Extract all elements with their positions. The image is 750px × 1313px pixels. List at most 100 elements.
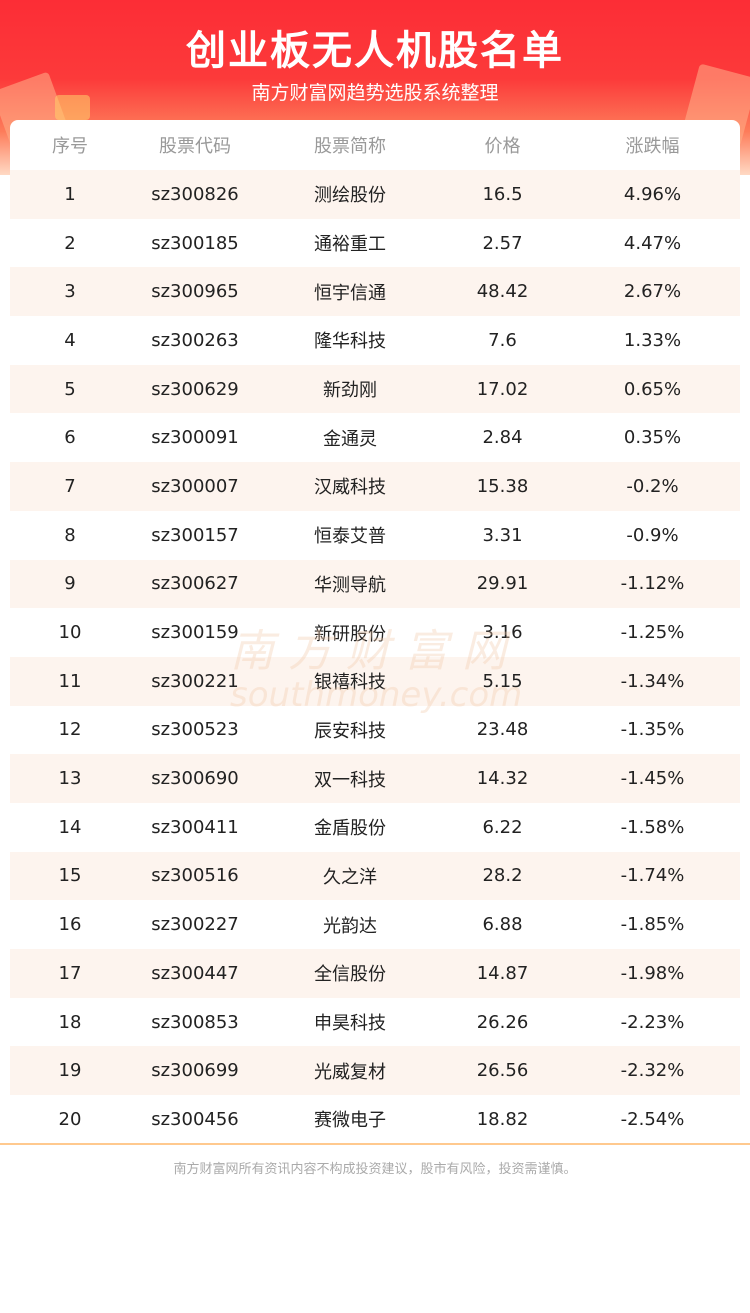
cell-index: 12 (58, 719, 82, 741)
cell-index: 18 (58, 1011, 82, 1033)
table-row: 10 sz300159 新研股份 3.16 -1.25% (10, 608, 740, 657)
cell-change: 0.35% (623, 427, 682, 449)
table-row: 9 sz300627 华测导航 29.91 -1.12% (10, 559, 740, 609)
cell-price: 16.5 (482, 183, 523, 205)
cell-change: -1.45% (620, 768, 685, 790)
cell-code: sz300699 (151, 1060, 239, 1082)
table-row: 19 sz300699 光威复材 26.56 -2.32% (10, 1046, 740, 1096)
cell-code: sz300227 (151, 914, 239, 936)
cell-name: 华测导航 (314, 574, 386, 596)
cell-price: 14.32 (476, 768, 529, 790)
cell-index: 17 (58, 962, 82, 984)
page-subtitle: 南方财富网趋势选股系统整理 (251, 82, 499, 104)
table-row: 15 sz300516 久之洋 28.2 -1.74% (10, 851, 740, 901)
cell-code: sz300007 (151, 475, 239, 497)
footer-divider (0, 1143, 750, 1145)
table-row: 12 sz300523 辰安科技 23.48 -1.35% (10, 706, 740, 755)
cell-code: sz300456 (151, 1108, 239, 1130)
cell-code: sz300629 (151, 378, 239, 400)
cell-index: 2 (64, 232, 76, 254)
table-header: 序号 股票代码 股票简称 价格 涨跌幅 (10, 120, 740, 170)
cell-price: 6.22 (482, 816, 523, 838)
table-row: 18 sz300853 申昊科技 26.26 -2.23% (10, 998, 740, 1047)
table-row: 6 sz300091 金通灵 2.84 0.35% (10, 413, 740, 462)
cell-price: 26.26 (476, 1011, 529, 1033)
page-title: 创业板无人机股名单 (186, 28, 564, 74)
cell-name: 金通灵 (323, 428, 377, 450)
cell-name: 恒泰艾普 (314, 526, 386, 548)
cell-name: 全信股份 (314, 964, 386, 986)
cell-change: 1.33% (623, 329, 682, 351)
cell-name: 久之洋 (323, 866, 377, 888)
cell-name: 光韵达 (323, 915, 377, 937)
cell-code: sz300523 (151, 719, 239, 741)
stock-table: 序号 股票代码 股票简称 价格 涨跌幅 1 sz300826 测绘股份 16.5 4.9… (10, 120, 740, 1144)
cell-index: 8 (64, 524, 76, 546)
cell-price: 5.15 (482, 670, 523, 692)
cell-index: 3 (64, 281, 76, 303)
cell-change: 4.96% (623, 183, 682, 205)
cell-price: 18.82 (476, 1108, 529, 1130)
cell-code: sz300185 (151, 232, 239, 254)
cell-index: 16 (58, 914, 82, 936)
cell-price: 29.91 (476, 573, 529, 595)
cell-code: sz300159 (151, 622, 239, 644)
cell-code: sz300853 (151, 1011, 239, 1033)
cell-index: 13 (58, 768, 82, 790)
cell-change: 0.65% (623, 378, 682, 400)
cell-price: 3.31 (482, 524, 523, 546)
cell-index: 5 (64, 378, 76, 400)
cell-index: 20 (58, 1108, 82, 1130)
table-row: 7 sz300007 汉威科技 15.38 -0.2% (10, 462, 740, 511)
cell-price: 17.02 (476, 378, 529, 400)
cell-name: 光威复材 (314, 1061, 386, 1083)
cell-name: 隆华科技 (314, 331, 386, 353)
cell-price: 3.16 (482, 622, 523, 644)
cell-change: -1.74% (620, 865, 685, 887)
cell-change: -0.9% (626, 524, 679, 546)
cell-index: 7 (64, 475, 76, 497)
cell-name: 恒宇信通 (314, 282, 386, 304)
col-header-change: 涨跌幅 (625, 136, 680, 157)
table-row: 8 sz300157 恒泰艾普 3.31 -0.9% (10, 511, 740, 560)
cell-price: 48.42 (476, 281, 529, 303)
col-header-name: 股票简称 (314, 136, 386, 157)
decor-coin-icon (55, 95, 90, 120)
cell-code: sz300411 (151, 816, 239, 838)
table-row: 20 sz300456 赛微电子 18.82 -2.54% (10, 1095, 740, 1144)
cell-change: -0.2% (626, 475, 679, 497)
col-header-code: 股票代码 (159, 136, 231, 157)
cell-index: 15 (58, 865, 82, 887)
cell-name: 通裕重工 (314, 234, 386, 256)
cell-code: sz300263 (151, 329, 239, 351)
cell-change: -1.35% (620, 719, 685, 741)
table-row: 13 sz300690 双一科技 14.32 -1.45% (10, 754, 740, 803)
cell-name: 辰安科技 (314, 720, 386, 742)
cell-index: 1 (64, 183, 76, 205)
cell-code: sz300447 (151, 962, 239, 984)
table-row: 2 sz300185 通裕重工 2.57 4.47% (10, 219, 740, 268)
cell-price: 26.56 (476, 1060, 529, 1082)
cell-change: -1.25% (620, 622, 685, 644)
cell-change: 4.47% (623, 232, 682, 254)
table-row: 4 sz300263 隆华科技 7.6 1.33% (10, 316, 740, 365)
disclaimer: 南方财富网所有资讯内容不构成投资建议，股市有风险，投资需谨慎。 (173, 1162, 577, 1177)
cell-price: 6.88 (482, 914, 523, 936)
cell-change: 2.67% (623, 281, 682, 303)
cell-price: 28.2 (482, 865, 523, 887)
cell-code: sz300221 (151, 670, 239, 692)
cell-index: 10 (58, 622, 82, 644)
cell-code: sz300690 (151, 768, 239, 790)
cell-change: -2.32% (620, 1060, 685, 1082)
cell-change: -1.58% (620, 816, 685, 838)
cell-index: 4 (64, 329, 76, 351)
cell-index: 11 (58, 670, 82, 692)
cell-name: 汉威科技 (314, 477, 386, 499)
cell-name: 金盾股份 (314, 818, 386, 840)
cell-change: -1.98% (620, 962, 685, 984)
cell-price: 2.84 (482, 427, 523, 449)
table-row: 11 sz300221 银禧科技 5.15 -1.34% (10, 656, 740, 706)
cell-code: sz300627 (151, 573, 239, 595)
cell-price: 2.57 (482, 232, 523, 254)
cell-change: -1.34% (620, 670, 685, 692)
